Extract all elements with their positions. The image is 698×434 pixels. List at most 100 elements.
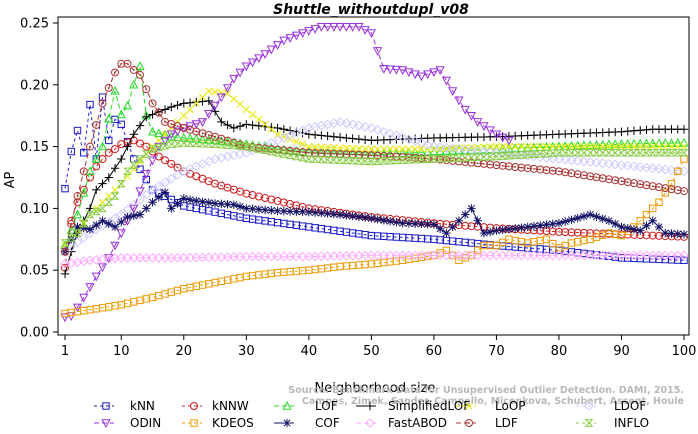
series-line	[64, 90, 684, 246]
data-point	[385, 65, 395, 75]
data-point	[660, 149, 670, 157]
data-point	[367, 145, 375, 153]
data-point	[386, 152, 395, 161]
data-point	[141, 150, 151, 158]
data-point	[667, 143, 676, 151]
data-point	[498, 225, 507, 235]
data-point	[148, 99, 157, 108]
data-point	[504, 162, 513, 171]
data-point	[517, 143, 525, 151]
data-point	[523, 150, 533, 159]
data-point	[272, 41, 283, 50]
series-fastabod	[60, 250, 689, 269]
y-tick-label: 0.20	[20, 78, 49, 93]
data-point	[410, 70, 420, 80]
data-point	[641, 162, 652, 173]
data-point	[679, 149, 689, 157]
y-tick-label: 0.10	[20, 202, 49, 217]
data-point	[416, 155, 426, 164]
legend-marker	[465, 419, 473, 427]
data-point	[467, 158, 476, 167]
data-point	[367, 214, 376, 223]
x-tick-label: 60	[426, 344, 443, 359]
data-point	[285, 34, 295, 43]
data-point	[285, 145, 295, 155]
data-point	[373, 215, 382, 224]
data-point	[510, 224, 520, 233]
data-point	[173, 199, 182, 208]
data-point	[680, 143, 688, 151]
x-axis-label: Neighborhood size	[315, 381, 436, 396]
data-point	[324, 143, 332, 151]
data-point	[560, 154, 571, 165]
plot-frame	[57, 16, 690, 336]
data-point	[392, 218, 401, 227]
data-point	[491, 130, 502, 140]
legend-marker	[282, 400, 292, 410]
data-point	[241, 142, 251, 151]
data-point	[679, 125, 689, 134]
data-point	[404, 147, 414, 157]
legend-item-lof: LOF	[274, 399, 338, 413]
data-point	[161, 130, 169, 138]
data-point	[223, 120, 232, 130]
data-point	[72, 209, 83, 219]
data-point	[98, 179, 107, 188]
data-point	[642, 143, 651, 151]
data-point	[648, 231, 657, 240]
data-point	[317, 143, 325, 151]
data-point	[479, 153, 489, 161]
data-point	[166, 130, 176, 140]
data-point	[661, 228, 670, 238]
data-point	[598, 174, 607, 183]
data-point	[460, 210, 470, 219]
data-point	[79, 223, 88, 233]
data-point	[310, 155, 320, 163]
data-point	[111, 145, 120, 154]
data-point	[260, 50, 270, 59]
data-point	[435, 155, 445, 163]
data-point	[416, 147, 427, 156]
data-point	[91, 207, 101, 216]
data-point	[298, 148, 307, 157]
data-point	[73, 222, 82, 232]
data-point	[135, 121, 145, 130]
data-point	[204, 96, 214, 106]
data-point	[667, 229, 676, 238]
data-point	[604, 175, 613, 184]
data-point	[235, 68, 245, 78]
series-knn	[61, 93, 688, 265]
data-point	[441, 76, 452, 86]
data-point	[110, 192, 120, 200]
axes: 1 10 20 30 40 50 60 70 80 90 100 0.00 0.05 0.10 0.15 0.…	[20, 16, 696, 359]
legend-item-odin: ODIN	[94, 416, 161, 430]
data-point	[223, 200, 232, 209]
data-point	[160, 136, 170, 146]
legend-label: COF	[315, 416, 340, 430]
data-point	[92, 120, 101, 129]
data-point	[298, 128, 307, 138]
data-point	[448, 87, 458, 97]
data-point	[467, 222, 476, 231]
data-point	[441, 154, 451, 163]
data-point	[197, 134, 208, 144]
data-point	[642, 210, 651, 219]
data-point	[210, 101, 220, 111]
data-point	[116, 109, 126, 119]
data-point	[667, 179, 676, 188]
data-point	[304, 27, 314, 36]
data-point	[404, 219, 414, 228]
data-point	[191, 120, 201, 130]
data-point	[254, 145, 264, 153]
data-point	[210, 199, 220, 208]
data-point	[567, 169, 576, 178]
data-point	[254, 121, 264, 131]
data-point	[673, 229, 682, 239]
data-point	[341, 156, 351, 165]
data-point	[616, 139, 627, 148]
data-point	[72, 303, 83, 313]
data-point	[448, 222, 457, 232]
data-point	[635, 149, 645, 157]
data-point	[117, 59, 126, 68]
